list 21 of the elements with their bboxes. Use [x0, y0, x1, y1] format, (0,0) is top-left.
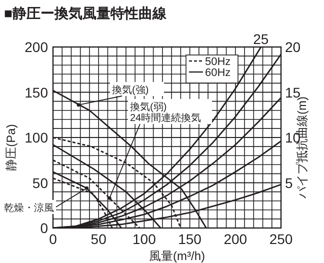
annotation: 乾燥・涼風 — [4, 202, 54, 214]
y2-tick-label: 20 — [285, 39, 301, 55]
x-tick-label: 50 — [90, 231, 107, 247]
y-tick-label: 50 — [32, 174, 48, 191]
x-tick-label: 100 — [132, 231, 156, 247]
legend-label: 50Hz — [205, 56, 231, 68]
annotation: 換気(強) — [112, 84, 149, 96]
y-tick-label: 200 — [24, 39, 48, 55]
x-tick-label: 200 — [224, 231, 248, 247]
y-tick-label: 0 — [40, 220, 48, 236]
x-tick-label: 150 — [178, 231, 202, 247]
y-tick-label: 150 — [24, 84, 48, 100]
annotation: 25 — [253, 31, 269, 47]
annotation: 換気(弱) 24時間連続換気 — [130, 101, 202, 124]
y-axis-title: 静圧(Pa) — [4, 124, 18, 171]
y-tick-label: 100 — [24, 130, 48, 146]
x-axis-title: 風量(m³/h) — [149, 249, 205, 263]
x-tick-label: 250 — [269, 231, 293, 247]
chart-title: ■静圧ー換気風量特性曲線 — [4, 5, 168, 21]
y2-tick-label: 5 — [285, 174, 293, 191]
legend-label: 60Hz — [205, 67, 231, 79]
